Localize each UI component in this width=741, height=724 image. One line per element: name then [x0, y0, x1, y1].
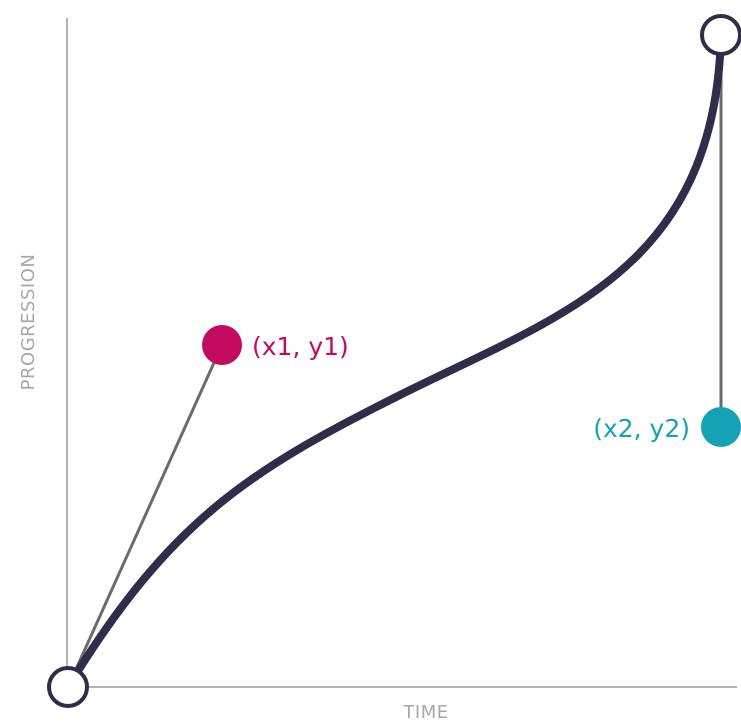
- bezier-curve: [64, 31, 725, 691]
- end-endpoint[interactable]: [700, 14, 741, 56]
- control-point-2[interactable]: [701, 407, 741, 447]
- x-axis-label: TIME: [402, 702, 448, 723]
- handle-line-start: [66, 344, 224, 688]
- control-point-1[interactable]: [202, 325, 242, 365]
- y-axis-label: PROGRESSION: [18, 254, 39, 391]
- start-endpoint[interactable]: [47, 666, 89, 708]
- control-point-1-label: (x1, y1): [252, 332, 349, 361]
- control-point-2-label: (x2, y2): [593, 414, 690, 443]
